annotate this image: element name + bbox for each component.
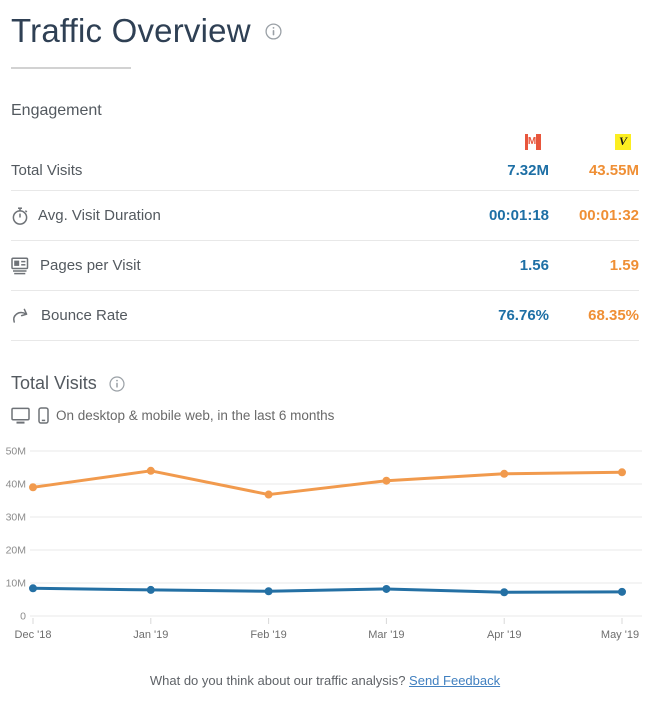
metric-value-site-m: 1.56 bbox=[519, 257, 549, 274]
site-v-visits-point bbox=[618, 468, 626, 477]
metric-label: Pages per Visit bbox=[40, 257, 141, 274]
site-v-visits-point bbox=[382, 476, 391, 485]
y-tick-label: 30M bbox=[6, 512, 26, 524]
feedback-question: What do you think about our traffic anal… bbox=[149, 673, 410, 688]
site-m-visits-point bbox=[146, 585, 155, 594]
x-tick-label: May '19 bbox=[601, 629, 639, 641]
site-v-favicon: V bbox=[615, 133, 631, 150]
mobile-icon bbox=[38, 407, 49, 424]
metric-value-site-v: 00:01:32 bbox=[578, 207, 639, 224]
y-tick-label: 0 bbox=[20, 611, 26, 623]
site-m-visits-point bbox=[29, 584, 37, 593]
site-m-favicon: M bbox=[525, 133, 541, 150]
metric-row-avg-visit-duration: Avg. Visit Duration 00:01:18 00:01:32 bbox=[11, 191, 639, 241]
total-visits-chart: 0 10M 20M 30M 40M 50M Dec '18 Jan '19 Feb '19 Mar… bbox=[0, 433, 650, 653]
engagement-section-label: Engagement bbox=[11, 102, 102, 119]
metric-row-pages-per-visit: Pages per Visit 1.56 1.59 bbox=[11, 241, 639, 291]
site-v-visits-point bbox=[29, 483, 37, 492]
info-icon[interactable] bbox=[109, 375, 125, 392]
pages-icon bbox=[11, 256, 31, 275]
desktop-icon bbox=[11, 407, 31, 424]
site-m-visits-point bbox=[618, 587, 626, 596]
info-icon[interactable] bbox=[265, 22, 282, 40]
site-m-visits-point bbox=[500, 588, 509, 597]
metric-value-site-v: 68.35% bbox=[588, 307, 639, 324]
metric-value-site-v: 1.59 bbox=[609, 257, 639, 274]
bounce-arrow-icon bbox=[11, 307, 32, 324]
chart-section-header: Total Visits bbox=[11, 373, 639, 394]
x-tick-label: Dec '18 bbox=[15, 629, 52, 641]
metric-value-site-v: 43.55M bbox=[588, 161, 639, 179]
send-feedback-link[interactable]: Send Feedback bbox=[409, 673, 501, 688]
site-v-visits-point bbox=[500, 469, 509, 478]
metric-value-site-m: 7.32M bbox=[507, 161, 549, 179]
x-tick-label: Mar '19 bbox=[368, 629, 404, 641]
x-tick-label: Feb '19 bbox=[250, 629, 286, 641]
title-divider bbox=[11, 67, 131, 69]
x-tick-label: Jan '19 bbox=[133, 629, 168, 641]
metric-row-total-visits: Total Visits 7.32M 43.55M bbox=[11, 150, 639, 191]
y-tick-label: 20M bbox=[6, 545, 26, 557]
metric-label: Total Visits bbox=[11, 161, 83, 179]
page-title: Traffic Overview bbox=[11, 12, 251, 49]
y-tick-label: 50M bbox=[6, 446, 26, 458]
total-visits-chart-svg: 0 10M 20M 30M 40M 50M Dec '18 Jan '19 Feb '19 Mar… bbox=[6, 446, 642, 641]
page-header: Traffic Overview bbox=[11, 12, 639, 50]
metric-row-bounce-rate: Bounce Rate 76.76% 68.35% bbox=[11, 291, 639, 341]
chart-section-title: Total Visits bbox=[11, 373, 97, 393]
x-tick-label: Apr '19 bbox=[487, 629, 522, 641]
site-m-visits-point bbox=[382, 584, 391, 593]
stopwatch-icon bbox=[11, 206, 29, 226]
competitor-favicons-row: M V bbox=[11, 133, 639, 150]
metric-label: Bounce Rate bbox=[41, 307, 128, 324]
y-tick-label: 10M bbox=[6, 578, 26, 590]
site-v-visits-line bbox=[32, 469, 623, 497]
chart-subtitle-row: On desktop & mobile web, in the last 6 m… bbox=[11, 407, 639, 424]
site-m-visits-point bbox=[264, 587, 273, 596]
y-tick-label: 40M bbox=[6, 479, 26, 491]
metric-value-site-m: 76.76% bbox=[498, 307, 549, 324]
site-v-visits-point bbox=[146, 466, 155, 475]
site-v-visits-point bbox=[264, 490, 273, 499]
traffic-overview-page: Traffic Overview Engagement M V Total Vi… bbox=[0, 12, 650, 688]
feedback-footer: What do you think about our traffic anal… bbox=[11, 673, 639, 688]
metric-label: Avg. Visit Duration bbox=[38, 207, 161, 224]
site-m-visits-line bbox=[32, 586, 623, 594]
metric-value-site-m: 00:01:18 bbox=[488, 207, 549, 224]
chart-subtitle: On desktop & mobile web, in the last 6 m… bbox=[56, 408, 335, 423]
